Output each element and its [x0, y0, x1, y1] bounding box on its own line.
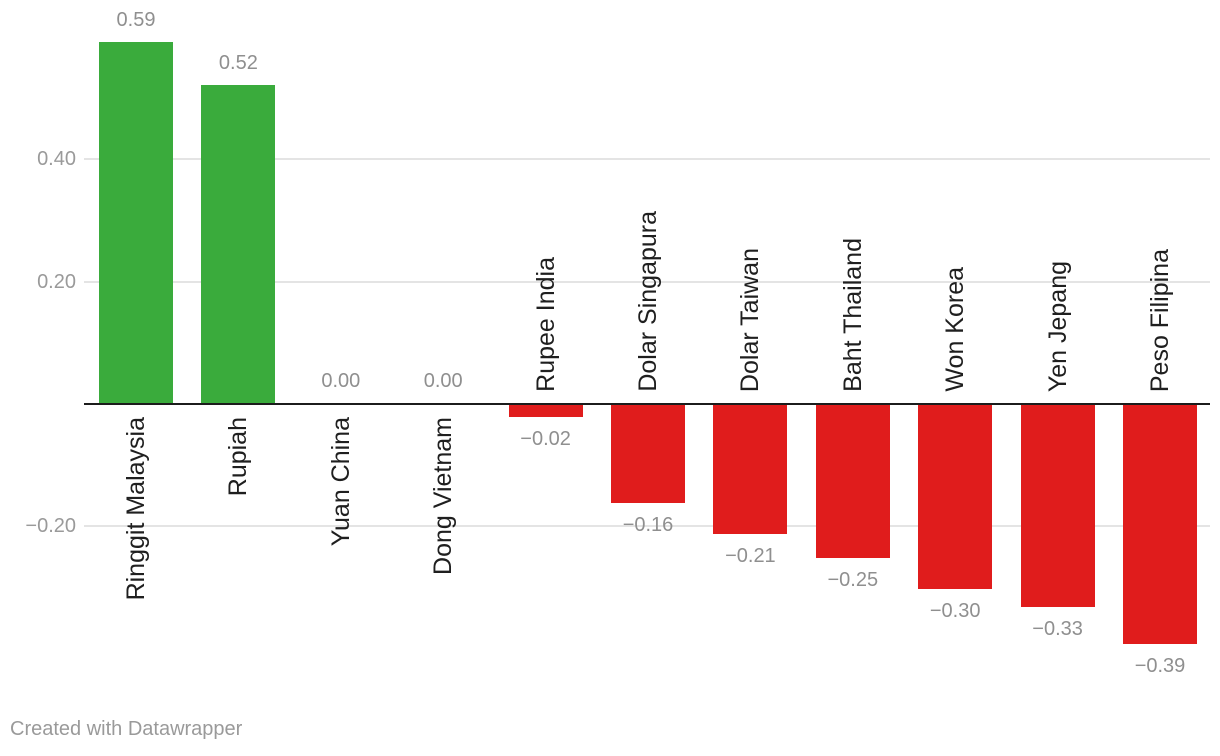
- bar-rupee-india: [508, 405, 583, 418]
- value-label-baht-thailand: −0.25: [827, 569, 879, 591]
- value-label-yen-jepang: −0.33: [1032, 617, 1083, 640]
- bar-ringgit-malaysia: [99, 41, 173, 403]
- category-label-dolar-taiwan: Dolar Taiwan: [736, 247, 765, 392]
- category-label-yuan-china: Yuan China: [326, 417, 355, 547]
- bar-rupiah: [201, 84, 276, 403]
- value-label-dong-vietnam: 0.00: [423, 370, 463, 392]
- bar-dolar-singapura: [611, 405, 685, 503]
- datawrapper-credit-link[interactable]: Created with Datawrapper: [10, 718, 243, 740]
- bar-won-korea: [918, 405, 993, 589]
- category-label-dong-vietnam: Dong Vietnam: [429, 417, 458, 575]
- gridline--0-20: [84, 525, 1210, 528]
- category-label-yen-jepang: Yen Jepang: [1043, 260, 1072, 392]
- category-label-rupiah: Rupiah: [224, 417, 253, 497]
- value-label-won-korea: −0.30: [929, 599, 981, 622]
- bar-yen-jepang: [1020, 405, 1095, 607]
- bar-dolar-taiwan: [713, 405, 788, 534]
- y-tick-label--0-20: −0.20: [25, 515, 76, 538]
- category-label-baht-thailand: Baht Thailand: [838, 238, 867, 392]
- category-label-dolar-singapura: Dolar Singapura: [634, 211, 662, 392]
- value-label-dolar-singapura: −0.16: [622, 513, 674, 536]
- value-label-dolar-taiwan: −0.21: [725, 544, 776, 567]
- category-label-peso-filipina: Peso Filipina: [1146, 248, 1174, 392]
- value-label-rupee-india: −0.02: [520, 428, 571, 451]
- value-label-ringgit-malaysia: 0.59: [116, 8, 156, 31]
- gridline-0-20: [84, 280, 1210, 283]
- x-axis-zero-line: [84, 403, 1210, 405]
- bar-peso-filipina: [1123, 405, 1197, 644]
- value-label-peso-filipina: −0.39: [1134, 654, 1186, 677]
- y-tick-label-0-20: 0.20: [37, 270, 76, 293]
- y-tick-label-0-40: 0.40: [37, 148, 76, 171]
- bar-baht-thailand: [815, 405, 890, 558]
- value-label-rupiah: 0.52: [218, 51, 258, 74]
- category-label-rupee-india: Rupee India: [531, 257, 560, 392]
- gridline-0-40: [84, 158, 1210, 161]
- category-label-ringgit-malaysia: Ringgit Malaysia: [122, 417, 150, 601]
- category-label-won-korea: Won Korea: [941, 267, 970, 392]
- value-label-yuan-china: 0.00: [321, 370, 361, 392]
